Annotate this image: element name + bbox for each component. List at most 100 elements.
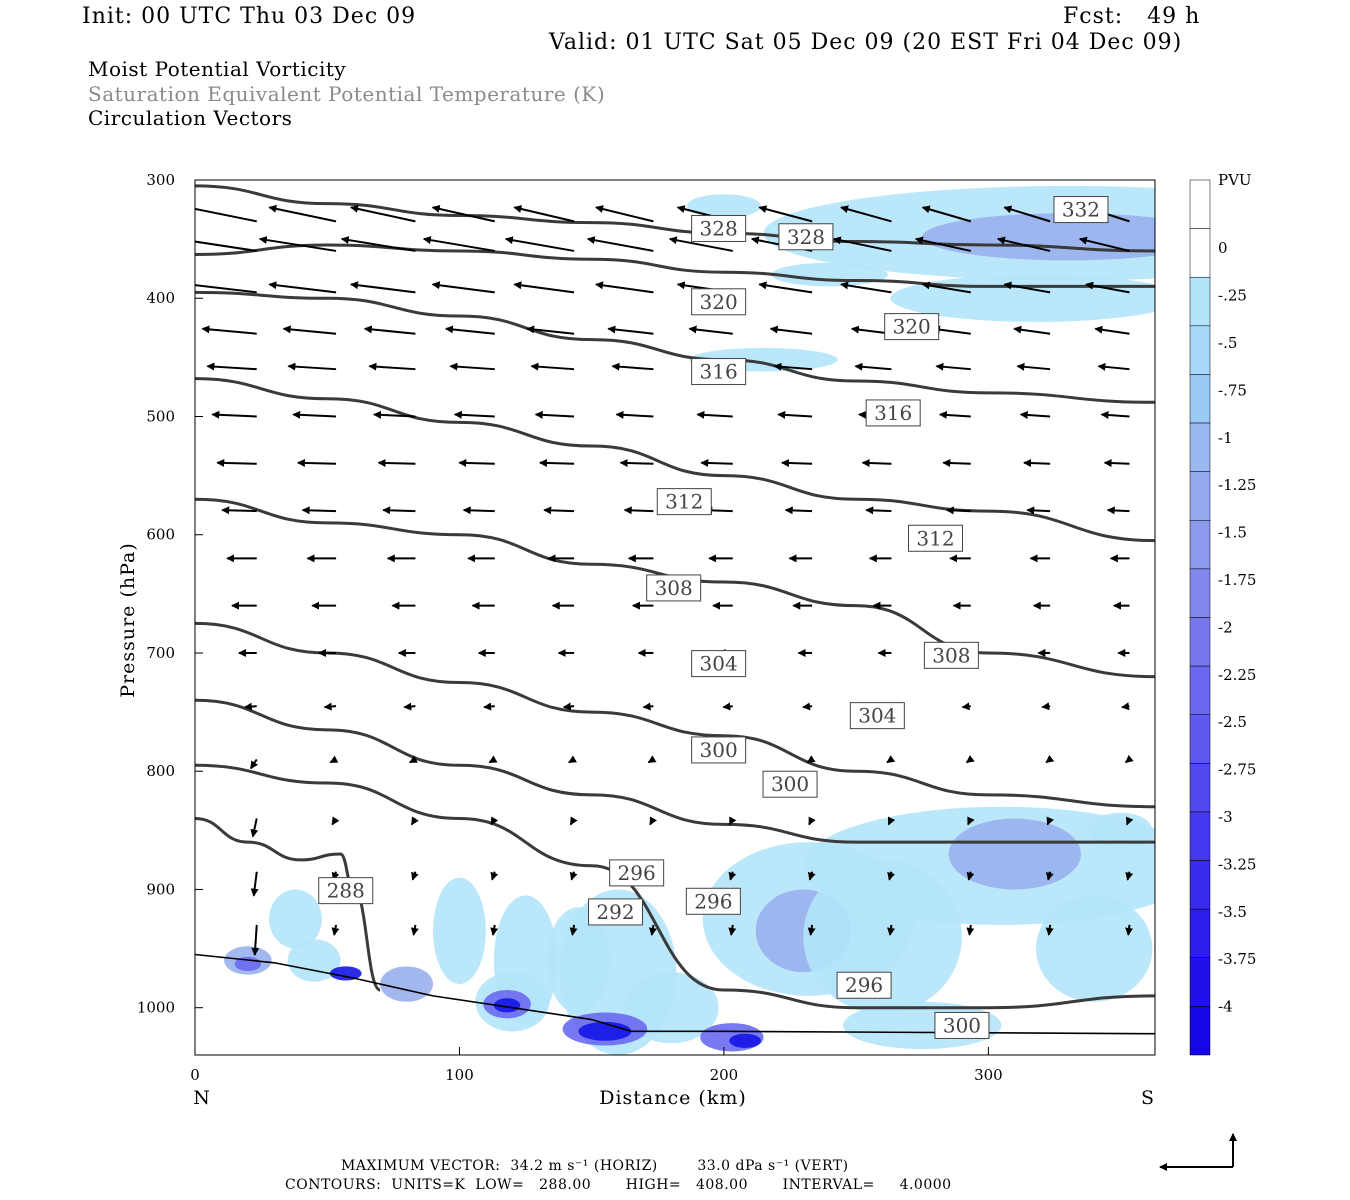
vector-arrow bbox=[526, 325, 575, 335]
colorbar-swatch bbox=[1189, 179, 1211, 229]
contour-label-text: 312 bbox=[665, 490, 703, 514]
vector-arrow bbox=[806, 755, 816, 764]
vector-arrow bbox=[538, 458, 575, 467]
contour-label: 296 bbox=[685, 887, 741, 915]
contour-label-box bbox=[656, 488, 712, 516]
vector-arrow bbox=[840, 205, 892, 223]
y-tick-label: 300 bbox=[146, 171, 175, 189]
vector-arrow bbox=[296, 458, 337, 467]
x-axis-label: Distance (km) bbox=[599, 1087, 747, 1109]
colorbar-swatch bbox=[1189, 374, 1211, 424]
colorbar-level: -3.5 bbox=[1218, 903, 1247, 921]
colorbar-swatch bbox=[1189, 860, 1211, 910]
contour-label-text: 300 bbox=[771, 772, 809, 796]
vector-arrow bbox=[243, 702, 257, 711]
vector-arrow bbox=[490, 871, 499, 881]
vector-arrow bbox=[211, 410, 257, 419]
pv-region bbox=[493, 998, 521, 1013]
colorbar-level: -2 bbox=[1218, 618, 1233, 636]
vector-arrow bbox=[648, 924, 657, 936]
contour-label-box bbox=[318, 877, 374, 905]
forecast-hour: Fcst: 49 h bbox=[1063, 4, 1201, 29]
colorbar-level: -.75 bbox=[1218, 381, 1247, 399]
vector-arrow bbox=[696, 410, 733, 419]
y-axis-label: Pressure (hPa) bbox=[117, 542, 139, 698]
vector-arrow bbox=[758, 205, 813, 223]
vector-arrow bbox=[490, 816, 499, 826]
vector-arrow bbox=[642, 702, 654, 711]
vector-arrow bbox=[411, 871, 419, 881]
contour-label-box bbox=[849, 702, 905, 730]
x-tick-label: 200 bbox=[710, 1066, 739, 1084]
contour-label-text: 316 bbox=[874, 401, 912, 425]
vector-arrow bbox=[586, 236, 654, 252]
plot-frame bbox=[194, 179, 1156, 1056]
vector-arrow bbox=[323, 702, 337, 711]
contour-label: 320 bbox=[884, 313, 940, 341]
vector-arrow bbox=[780, 459, 813, 468]
axes: 0 100 200 300 300 400 500 600 700 800 900 1000 bbox=[137, 171, 1003, 1084]
vector-arrow bbox=[728, 924, 737, 936]
vector-arrow bbox=[700, 459, 733, 468]
vector-arrow bbox=[410, 816, 419, 826]
vector-arrow bbox=[914, 236, 971, 252]
vector-arrow bbox=[887, 924, 895, 936]
contour-label: 316 bbox=[691, 358, 747, 386]
field-title-mpv: Moist Potential Vorticity bbox=[88, 57, 347, 81]
vector-arrow bbox=[504, 236, 575, 252]
contour-label-box bbox=[646, 574, 702, 602]
vector-arrow bbox=[784, 506, 813, 515]
contour-label-box bbox=[691, 358, 747, 386]
vector-arrow bbox=[728, 816, 737, 826]
contour-label-text: 308 bbox=[932, 643, 970, 667]
colorbar-unit: PVU bbox=[1218, 171, 1252, 189]
colorbar-swatch bbox=[1189, 763, 1211, 813]
contour-label-text: 332 bbox=[1062, 198, 1100, 222]
contour-label-box bbox=[691, 214, 747, 242]
pv-region bbox=[729, 1033, 761, 1048]
contour-label: 316 bbox=[865, 399, 921, 427]
vector-arrow bbox=[403, 702, 416, 711]
y-tick-label: 700 bbox=[146, 644, 175, 662]
vector-arrow bbox=[777, 410, 813, 419]
colorbar-swatch bbox=[1189, 325, 1211, 375]
vector-arrow bbox=[483, 702, 495, 711]
pv-colorbar: PVU 0 -.25 -.5 -.75 -1 -1.25 -1.5 -1.75 -2 -2.25 -2… bbox=[1189, 171, 1256, 1056]
x-end-label-north: N bbox=[193, 1087, 211, 1109]
vector-arrow bbox=[201, 325, 257, 335]
vector-arrow bbox=[807, 924, 816, 936]
vector-arrow bbox=[647, 755, 657, 764]
vector-arrow bbox=[534, 410, 575, 419]
contour-label: 308 bbox=[923, 641, 979, 669]
contour-label-text: 308 bbox=[655, 576, 693, 600]
circulation-vectors bbox=[195, 204, 1134, 956]
pv-region bbox=[1035, 895, 1153, 1002]
vector-arrow bbox=[195, 281, 257, 294]
vector-arrow bbox=[409, 755, 418, 764]
contour-label-text: 296 bbox=[618, 861, 656, 885]
vector-arrow bbox=[668, 236, 733, 252]
vector-arrow bbox=[250, 871, 259, 897]
vector-arrow bbox=[569, 816, 578, 826]
contour-label-text: 316 bbox=[700, 360, 738, 384]
vector-arrow bbox=[569, 871, 578, 881]
vector-arrow bbox=[595, 281, 654, 294]
colorbar-level: -3.25 bbox=[1218, 855, 1256, 873]
vector-arrow bbox=[1078, 236, 1130, 252]
vector-arrow bbox=[543, 506, 575, 515]
vector-arrow bbox=[945, 506, 971, 515]
colorbar-swatch bbox=[1189, 520, 1211, 570]
vector-arrow bbox=[377, 458, 416, 467]
contour-label: 328 bbox=[778, 223, 834, 251]
vector-arrow bbox=[961, 702, 971, 711]
y-tick-label: 400 bbox=[146, 289, 175, 307]
contour-304 bbox=[195, 621, 1155, 809]
vector-arrow bbox=[854, 362, 892, 371]
vector-arrow bbox=[216, 458, 257, 467]
vector-arrow bbox=[967, 816, 975, 826]
vector-arrow bbox=[1124, 754, 1134, 764]
vector-arrow bbox=[422, 236, 495, 252]
vector-arrow bbox=[802, 702, 813, 711]
pv-region bbox=[546, 907, 611, 1014]
contour-label: 300 bbox=[934, 1011, 990, 1039]
